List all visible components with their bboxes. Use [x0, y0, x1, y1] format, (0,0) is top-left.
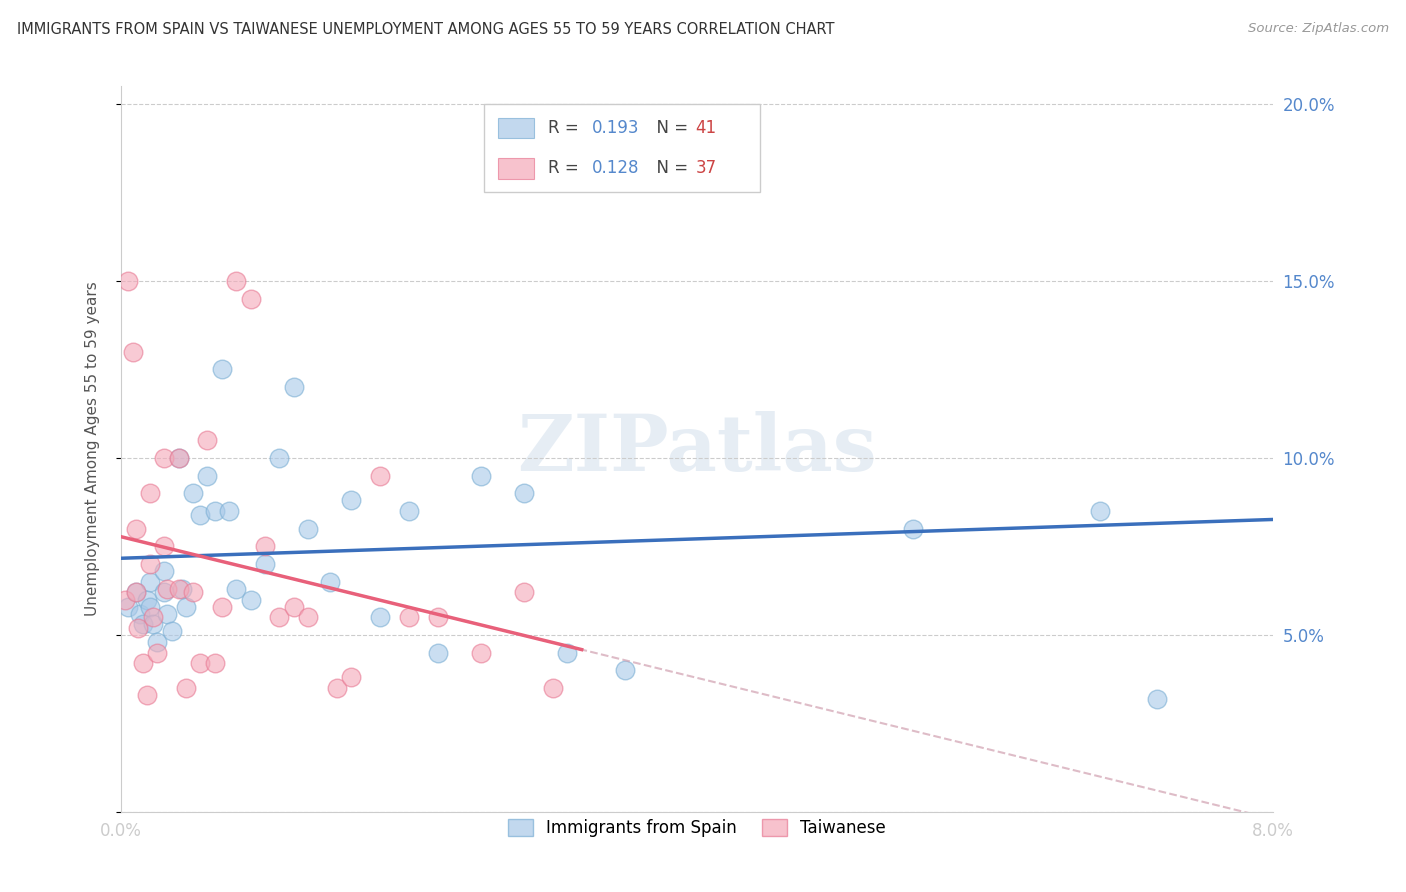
Point — [181, 585, 204, 599]
Point — [254, 540, 277, 554]
Point — [197, 434, 219, 448]
Point — [121, 344, 143, 359]
Point — [114, 592, 136, 607]
Point — [1146, 691, 1168, 706]
Point — [211, 599, 233, 614]
Point — [153, 540, 176, 554]
Point — [269, 450, 291, 465]
Legend: Immigrants from Spain, Taiwanese: Immigrants from Spain, Taiwanese — [501, 812, 893, 844]
Y-axis label: Unemployment Among Ages 55 to 59 years: Unemployment Among Ages 55 to 59 years — [86, 282, 100, 616]
Point — [139, 574, 162, 589]
Point — [283, 599, 305, 614]
Point — [167, 450, 190, 465]
Point — [513, 486, 536, 500]
Point — [132, 617, 155, 632]
Point — [513, 585, 536, 599]
Point — [340, 670, 363, 684]
Point — [117, 274, 139, 288]
Text: ZIPatlas: ZIPatlas — [517, 411, 877, 487]
Text: N =: N = — [647, 119, 693, 136]
Point — [146, 635, 169, 649]
Point — [153, 585, 176, 599]
Point — [160, 624, 183, 639]
Point — [657, 150, 679, 164]
Point — [368, 468, 391, 483]
Point — [541, 681, 564, 695]
Point — [136, 688, 159, 702]
Point — [174, 599, 197, 614]
Point — [239, 592, 262, 607]
FancyBboxPatch shape — [498, 158, 534, 178]
Point — [218, 504, 240, 518]
Point — [297, 610, 319, 624]
Point — [142, 610, 165, 624]
Text: R =: R = — [548, 119, 585, 136]
Point — [204, 657, 226, 671]
Text: R =: R = — [548, 160, 585, 178]
Point — [225, 582, 247, 596]
Point — [239, 292, 262, 306]
Point — [167, 582, 190, 596]
Point — [613, 663, 636, 677]
Point — [254, 557, 277, 571]
Point — [326, 681, 349, 695]
Text: 0.128: 0.128 — [592, 160, 640, 178]
Text: 0.193: 0.193 — [592, 119, 640, 136]
Point — [901, 522, 924, 536]
Point — [470, 646, 492, 660]
Text: Source: ZipAtlas.com: Source: ZipAtlas.com — [1249, 22, 1389, 36]
Point — [139, 599, 162, 614]
Point — [269, 610, 291, 624]
Text: 37: 37 — [696, 160, 717, 178]
Point — [426, 610, 449, 624]
Point — [170, 582, 193, 596]
Point — [225, 274, 247, 288]
Point — [167, 450, 190, 465]
Point — [188, 508, 211, 522]
Point — [139, 557, 162, 571]
Point — [153, 564, 176, 578]
Text: N =: N = — [647, 160, 693, 178]
Point — [153, 450, 176, 465]
Point — [204, 504, 226, 518]
Point — [340, 493, 363, 508]
Point — [117, 599, 139, 614]
Point — [398, 610, 420, 624]
Point — [319, 574, 342, 589]
Point — [283, 380, 305, 394]
Point — [127, 621, 149, 635]
Point — [188, 657, 211, 671]
Point — [124, 585, 146, 599]
Point — [297, 522, 319, 536]
Point — [181, 486, 204, 500]
Point — [132, 657, 155, 671]
Point — [146, 646, 169, 660]
Point — [368, 610, 391, 624]
Text: IMMIGRANTS FROM SPAIN VS TAIWANESE UNEMPLOYMENT AMONG AGES 55 TO 59 YEARS CORREL: IMMIGRANTS FROM SPAIN VS TAIWANESE UNEMP… — [17, 22, 834, 37]
FancyBboxPatch shape — [498, 118, 534, 138]
Point — [142, 617, 165, 632]
Point — [426, 646, 449, 660]
Point — [156, 607, 179, 621]
Point — [398, 504, 420, 518]
FancyBboxPatch shape — [484, 104, 761, 192]
Point — [156, 582, 179, 596]
Point — [174, 681, 197, 695]
Point — [139, 486, 162, 500]
Point — [1088, 504, 1111, 518]
Point — [555, 646, 578, 660]
Point — [124, 585, 146, 599]
Text: 41: 41 — [696, 119, 717, 136]
Point — [124, 522, 146, 536]
Point — [470, 468, 492, 483]
Point — [128, 607, 150, 621]
Point — [197, 468, 219, 483]
Point — [211, 362, 233, 376]
Point — [136, 592, 159, 607]
